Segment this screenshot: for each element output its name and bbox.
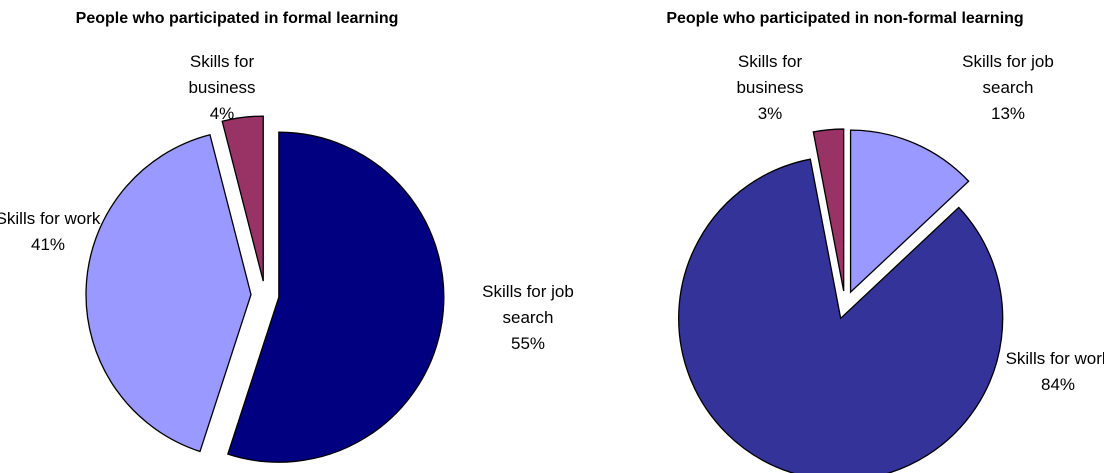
pie-slice xyxy=(227,131,445,463)
slice-label: Skills for job search 13% xyxy=(948,49,1068,127)
slice-label: Skills for business 3% xyxy=(710,49,830,127)
category-label: Skills for business xyxy=(188,52,256,97)
category-label: Skills for business xyxy=(736,52,804,97)
pie-slice xyxy=(85,133,252,453)
value-label: 41% xyxy=(30,235,66,254)
slice-label: Skills for business 4% xyxy=(162,49,282,127)
value-label: 84% xyxy=(1040,375,1076,394)
value-label: 13% xyxy=(990,104,1026,123)
slice-label: Skills for job search 55% xyxy=(468,279,588,357)
pie-slice xyxy=(221,115,264,282)
pie-slice xyxy=(812,128,845,292)
value-label: 4% xyxy=(209,104,235,123)
value-label: 55% xyxy=(510,334,546,353)
slice-label: Skills for work 84% xyxy=(998,346,1104,398)
category-label: Skills for work xyxy=(0,209,101,228)
category-label: Skills for work xyxy=(1005,349,1104,368)
category-label: Skills for job search xyxy=(962,52,1054,97)
chart-title: People who participated in formal learni… xyxy=(75,10,399,27)
value-label: 3% xyxy=(757,104,783,123)
category-label: Skills for job search xyxy=(482,282,574,327)
slice-label: Skills for work 41% xyxy=(0,206,108,258)
pie-slice xyxy=(678,158,1004,473)
pie-slice xyxy=(849,129,970,294)
chart-title: People who participated in non-formal le… xyxy=(666,10,1024,27)
